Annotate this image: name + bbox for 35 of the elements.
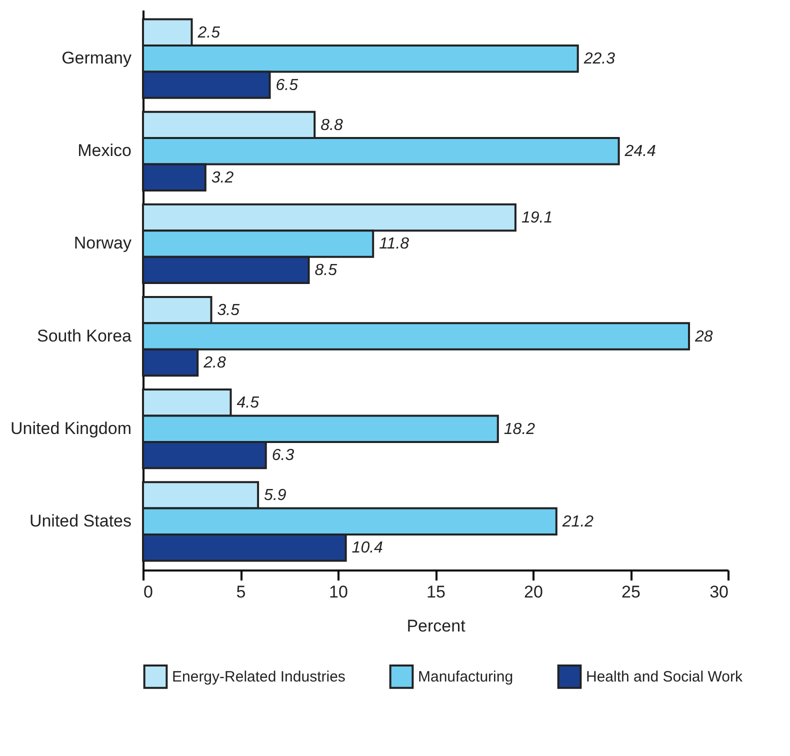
y-tick-label: United States [29,511,132,530]
x-tick-label: 25 [622,582,640,602]
data-label: 2.8 [202,354,226,372]
x-tick-label: 15 [426,582,446,602]
data-label: 10.4 [352,540,384,557]
data-label: 6.3 [272,447,294,464]
legend-label: Manufacturing [418,668,514,686]
x-tick-label: 20 [524,582,543,602]
data-label: 3.5 [217,302,240,320]
data-label: 3.2 [211,169,234,186]
data-label: 21.2 [561,513,594,530]
data-label: 6.5 [276,76,298,94]
data-label: 2.5 [196,24,220,42]
data-label: 11.8 [379,236,410,253]
data-label: 19.1 [521,209,553,226]
y-tick-label: Germany [62,48,132,68]
data-label: 5.9 [264,487,286,504]
y-tick-label: South Korea [36,326,132,346]
data-label: 28 [694,328,713,346]
data-label: 4.5 [236,394,260,412]
data-label: 24.4 [624,143,656,160]
y-tick-label: Norway [74,234,132,253]
x-tick-label: 5 [236,582,246,602]
x-tick-label: 0 [144,582,153,602]
y-tick-label: Mexico [78,141,132,160]
data-label: 8.5 [314,262,338,279]
legend-label: Health and Social Work [586,668,743,686]
legend-label: Energy-Related Industries [172,668,346,686]
data-label: 8.8 [320,116,343,134]
data-label: 22.3 [582,50,616,68]
x-tick-label: 10 [329,582,348,602]
data-label: 18.2 [504,420,536,438]
x-tick-label: 30 [710,582,728,602]
x-axis-title: Percent [406,616,466,636]
y-tick-label: United Kingdom [10,418,132,438]
